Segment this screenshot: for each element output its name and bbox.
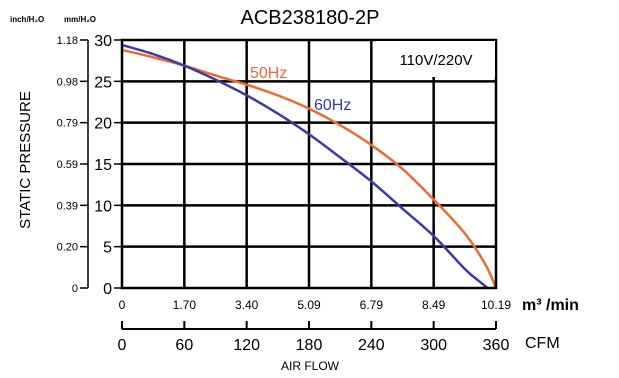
series-line-60hz: [121, 43, 489, 289]
chart-title: ACB238180-2P: [241, 7, 380, 29]
x-tick-label-cfm: 60: [175, 337, 193, 354]
voltage-label: 110V/220V: [399, 52, 472, 69]
y-tick-label-inch: 1.18: [57, 35, 78, 47]
x-tick-label-cfm: 300: [420, 337, 447, 354]
voltage-label-box: [376, 41, 495, 77]
y-tick-label-inch: 0.59: [57, 159, 78, 171]
y-tick-label-mm: 10: [94, 198, 112, 215]
y-axis-label: STATIC PRESSURE: [17, 91, 34, 229]
x-tick-label-m3: 5.09: [297, 298, 321, 312]
y-tick-label-inch: 0.39: [57, 200, 78, 212]
x-tick-label-m3: 8.49: [422, 298, 446, 312]
x-axis-label: AIR FLOW: [281, 359, 340, 373]
x-tick-label-cfm: 0: [118, 337, 127, 354]
x-tick-label-m3: 1.70: [173, 298, 197, 312]
plot-frame: [120, 38, 498, 290]
series-lines: [121, 43, 498, 289]
cfm-axis: [121, 321, 497, 330]
y-tick-label-mm: 5: [103, 240, 112, 257]
y-tick-label-inch: 0.20: [57, 242, 78, 254]
x-tick-label-m3: 10.19: [481, 298, 511, 312]
y-tick-label-inch: 0.98: [57, 76, 78, 88]
x-tick-label-m3: 6.79: [360, 298, 384, 312]
y-tick-label-inch: 0: [72, 283, 78, 295]
x-tick-label-m3: 3.40: [235, 298, 259, 312]
y-tick-label-mm: 0: [103, 281, 112, 298]
unit-inch-label: inch/H₂O: [10, 15, 44, 24]
y-tick-label-mm: 30: [94, 33, 112, 50]
legend-60hz: 60Hz: [314, 97, 351, 114]
x-unit-m3-label: m³ /min: [522, 297, 579, 314]
y-tick-label-mm: 15: [94, 157, 112, 174]
x-tick-label-cfm: 120: [233, 337, 260, 354]
x-tick-label-cfm: 180: [296, 337, 323, 354]
y-tick-label-mm: 25: [94, 74, 112, 91]
tick-labels: 0050.20100.39150.59200.79250.98301.18001…: [57, 33, 512, 354]
x-tick-label-cfm: 240: [358, 337, 385, 354]
grid: [122, 40, 496, 288]
y-tick-label-mm: 20: [94, 116, 112, 133]
x-tick-label-m3: 0: [119, 298, 126, 312]
x-tick-label-cfm: 360: [483, 337, 510, 354]
legend-50hz: 50Hz: [250, 65, 287, 82]
y-tick-label-inch: 0.79: [57, 118, 78, 130]
x-unit-cfm-label: CFM: [525, 335, 560, 352]
unit-mm-label: mm/H₂O: [64, 15, 96, 24]
